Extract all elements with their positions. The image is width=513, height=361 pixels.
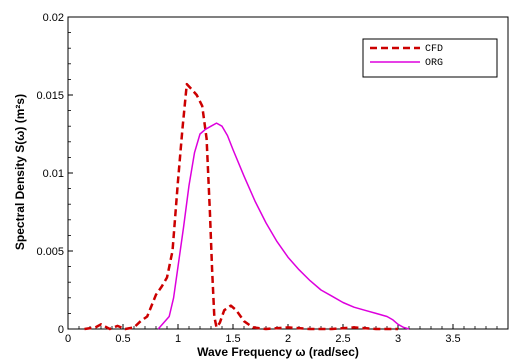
x-axis-ticks: 0 0.5 1 1.5 2 2.5 3 3.5 bbox=[65, 324, 498, 345]
legend-label-cfd: CFD bbox=[425, 44, 443, 55]
y-tick-label: 0.015 bbox=[36, 90, 64, 102]
y-tick-label: 0 bbox=[58, 324, 64, 336]
x-tick-label: 2 bbox=[285, 333, 291, 345]
series-line-org bbox=[157, 122, 410, 330]
series-line-cfd bbox=[84, 82, 398, 331]
y-axis-ticks: 0 0.005 0.01 0.015 0.02 bbox=[36, 12, 73, 336]
legend-label-org: ORG bbox=[425, 58, 443, 69]
series-layer bbox=[84, 82, 410, 331]
x-tick-label: 1.5 bbox=[225, 333, 240, 345]
y-tick-label: 0.01 bbox=[43, 168, 64, 180]
legend: CFD ORG bbox=[362, 38, 498, 78]
x-axis-title: Wave Frequency ω (rad/sec) bbox=[197, 345, 359, 359]
x-tick-label: 0.5 bbox=[115, 333, 130, 345]
legend-box bbox=[362, 38, 498, 78]
x-tick-label: 3.5 bbox=[445, 333, 460, 345]
x-tick-label: 0 bbox=[65, 333, 71, 345]
x-tick-label: 1 bbox=[175, 333, 181, 345]
x-tick-label: 3 bbox=[395, 333, 401, 345]
y-tick-label: 0.005 bbox=[36, 246, 64, 258]
y-tick-label: 0.02 bbox=[43, 12, 64, 24]
y-axis-title: Spectral Density S(ω) (m²s) bbox=[13, 94, 27, 250]
x-tick-label: 2.5 bbox=[335, 333, 350, 345]
